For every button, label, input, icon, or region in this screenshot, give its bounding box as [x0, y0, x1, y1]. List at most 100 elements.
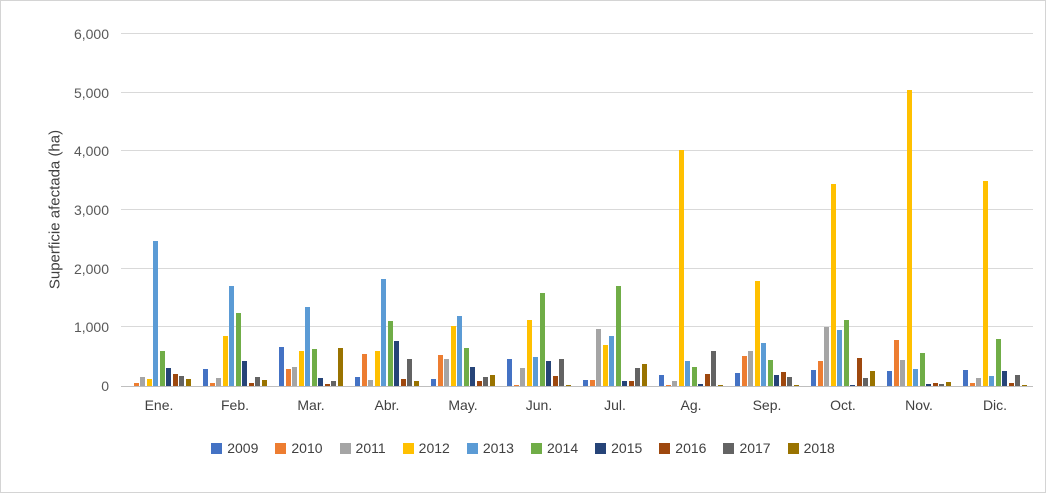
legend-label: 2009 — [227, 440, 259, 456]
y-tick-label: 2,000 — [73, 260, 109, 277]
bar-group-Dic — [957, 34, 1033, 386]
bar-2016 — [932, 383, 938, 386]
legend-item-2016: 2016 — [659, 441, 706, 455]
bar-2018 — [337, 347, 343, 386]
y-tick-label: 4,000 — [73, 143, 109, 160]
bar-2018 — [413, 381, 419, 386]
bar-2018 — [793, 385, 799, 386]
legend-item-2017: 2017 — [723, 440, 771, 456]
bar-2010 — [361, 354, 367, 386]
legend-label: 2015 — [611, 440, 643, 456]
bar-2016 — [704, 374, 710, 386]
bar-2014 — [843, 320, 849, 386]
bar-2011 — [672, 381, 678, 386]
legend-label: 2012 — [418, 440, 450, 456]
bar-2011 — [748, 351, 754, 386]
bar-group-Jul — [577, 34, 653, 386]
bar-2016 — [248, 382, 254, 386]
bar-2009 — [963, 369, 969, 386]
bar-2012 — [830, 184, 836, 386]
bar-group-Abr — [349, 34, 425, 386]
y-axis-tick-labels: 0 1,000 2,000 3,000 4,000 5,000 6,000 — [1, 27, 109, 393]
gridline-5,000 — [121, 91, 1033, 93]
bar-2013 — [913, 369, 919, 386]
bar-group-Ag — [653, 34, 729, 386]
bar-2016 — [1008, 382, 1014, 386]
bar-2015 — [470, 366, 476, 386]
legend-item-2009: 2009 — [211, 441, 258, 455]
bar-2011 — [292, 366, 298, 386]
x-axis-labels: Ene. Feb. Mar. Abr. May. Jun. Jul. Ag. Sep. Oct. N… — [121, 397, 1033, 413]
x-axis-label-Ag: Ag. — [680, 397, 702, 413]
legend-item-2010: 2010 — [275, 441, 323, 455]
legend-marker-icon — [211, 442, 223, 454]
x-axis-label-Abr: Abr. — [374, 397, 400, 413]
x-axis-label-Feb: Feb. — [220, 397, 249, 413]
legend-label: 2014 — [546, 440, 579, 456]
bar-2014 — [767, 359, 773, 386]
bar-2013 — [381, 279, 387, 386]
bar-2016 — [552, 376, 558, 386]
bar-2017 — [711, 351, 717, 386]
gridline-4,000 — [121, 150, 1033, 152]
bar-2018 — [185, 378, 191, 386]
bar-2014 — [995, 339, 1001, 386]
bar-group-May — [425, 34, 501, 386]
bar-2017 — [559, 359, 565, 386]
bar-groups — [121, 34, 1033, 386]
bar-2011 — [368, 379, 374, 386]
bar-2013 — [533, 356, 539, 386]
bar-2010 — [741, 355, 747, 386]
legend: 2009 2010 2011 2012 2013 2014 2015 2016 2017 2018 — [1, 441, 1045, 455]
bar-2009 — [431, 378, 437, 386]
bar-2014 — [463, 348, 469, 386]
bar-2010 — [589, 380, 595, 386]
bar-2013 — [609, 335, 615, 386]
legend-marker-icon — [723, 442, 735, 454]
bar-2018 — [945, 381, 951, 386]
legend-marker-icon — [402, 442, 414, 454]
bar-2015 — [698, 383, 704, 386]
gridline-1,000 — [121, 326, 1033, 328]
bar-2009 — [203, 369, 209, 386]
bar-2017 — [863, 377, 869, 386]
bar-2016 — [780, 371, 786, 386]
legend-label: 2017 — [739, 440, 771, 456]
legend-marker-icon — [595, 442, 607, 454]
bar-2018 — [641, 364, 647, 386]
bar-2011 — [520, 368, 526, 386]
y-tick-label: 1,000 — [73, 319, 109, 336]
x-axis-label-Mar: Mar. — [297, 397, 325, 413]
bar-2014 — [311, 349, 317, 386]
legend-item-2014: 2014 — [530, 440, 579, 456]
bar-2010 — [437, 354, 443, 386]
gridline-3,000 — [121, 209, 1033, 210]
x-axis-label-Jun: Jun. — [525, 397, 553, 413]
x-axis-label-Dic: Dic. — [982, 397, 1008, 413]
bar-2011 — [976, 377, 982, 386]
legend-marker-icon — [466, 442, 478, 454]
bar-2014 — [919, 353, 925, 386]
bar-2012 — [602, 344, 608, 386]
x-axis-label-Oct: Oct. — [830, 397, 856, 413]
bar-2010 — [513, 385, 519, 386]
bar-2013 — [989, 376, 995, 386]
bar-2012 — [146, 378, 152, 386]
bar-2017 — [407, 359, 413, 386]
bar-2016 — [476, 381, 482, 386]
bar-2017 — [483, 376, 489, 386]
bar-2014 — [615, 286, 621, 386]
bar-2017 — [787, 376, 793, 386]
x-axis-label-Sep: Sep. — [752, 397, 782, 413]
bar-2015 — [546, 360, 552, 386]
legend-label: 2016 — [675, 440, 707, 456]
legend-label: 2018 — [803, 440, 835, 456]
bar-2015 — [926, 383, 932, 386]
bar-2015 — [850, 385, 856, 386]
bar-2015 — [622, 381, 628, 386]
bar-2010 — [665, 385, 671, 386]
legend-item-2011: 2011 — [339, 441, 386, 455]
bar-2012 — [298, 350, 304, 386]
bar-2012 — [982, 180, 988, 386]
bar-2016 — [400, 378, 406, 386]
